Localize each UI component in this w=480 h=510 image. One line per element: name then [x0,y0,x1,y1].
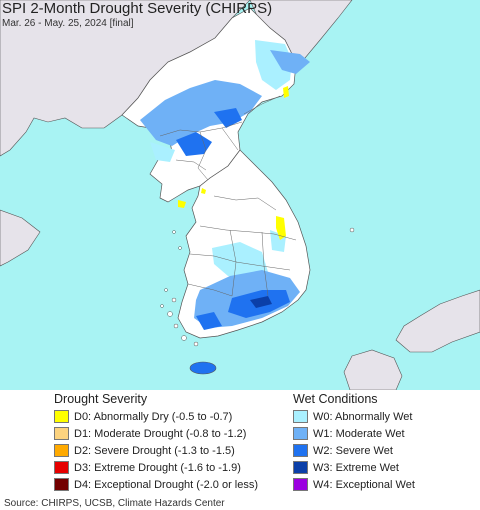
legend-label-d0: D0: Abnormally Dry (-0.5 to -0.7) [74,410,233,423]
dry-areas [178,86,289,240]
legend-label-w4: W4: Exceptional Wet [313,478,415,491]
ulleungdo-island [349,227,355,233]
map-subtitle: Mar. 26 - May. 25, 2024 [final] [2,18,134,29]
title-block: SPI 2-Month Drought Severity (CHIRPS) Ma… [2,0,272,30]
legend-label-w0: W0: Abnormally Wet [313,410,413,423]
swatch-w3 [293,461,308,474]
legend-item-w3: W3: Extreme Wet [293,459,415,476]
swatch-w0 [293,410,308,423]
wet-legend: Wet Conditions W0: Abnormally Wet W1: Mo… [293,390,415,493]
wet-areas-north [140,40,310,162]
swatch-d2 [54,444,69,457]
drought-map [0,0,480,390]
swatch-d0 [54,410,69,423]
drought-legend: Drought Severity D0: Abnormally Dry (-0.… [54,390,258,493]
legend-item-w4: W4: Exceptional Wet [293,476,415,493]
legend-item-d2: D2: Severe Drought (-1.3 to -1.5) [54,442,258,459]
legend-item-d0: D0: Abnormally Dry (-0.5 to -0.7) [54,408,258,425]
legend-area: Drought Severity D0: Abnormally Dry (-0.… [0,390,480,493]
wet-legend-title: Wet Conditions [293,392,378,406]
province-boundaries [159,95,297,297]
swatch-w4 [293,478,308,491]
legend-item-w1: W1: Moderate Wet [293,425,415,442]
legend-item-d1: D1: Moderate Drought (-0.8 to -1.2) [54,425,258,442]
swatch-d1 [54,427,69,440]
legend-label-d2: D2: Severe Drought (-1.3 to -1.5) [74,444,235,457]
japan-kyushu [343,349,403,390]
wet-areas-south [194,230,300,330]
legend-label-w1: W1: Moderate Wet [313,427,405,440]
swatch-d3 [54,461,69,474]
legend-label-d3: D3: Extreme Drought (-1.6 to -1.9) [74,461,241,474]
legend-label-w3: W3: Extreme Wet [313,461,399,474]
china-west-coast [0,209,41,267]
legend-label-w2: W2: Severe Wet [313,444,393,457]
legend-label-d4: D4: Exceptional Drought (-2.0 or less) [74,478,259,491]
swatch-d4 [54,478,69,491]
legend-item-w0: W0: Abnormally Wet [293,408,415,425]
map-title: SPI 2-Month Drought Severity (CHIRPS) [2,0,273,17]
swatch-w1 [293,427,308,440]
swatch-w2 [293,444,308,457]
drought-legend-title: Drought Severity [54,392,148,406]
source-credit: Source: CHIRPS, UCSB, Climate Hazards Ce… [4,498,225,509]
southwest-islands [160,230,199,347]
legend-label-d1: D1: Moderate Drought (-0.8 to -1.2) [74,427,247,440]
japan-landmass [395,289,480,353]
legend-item-d3: D3: Extreme Drought (-1.6 to -1.9) [54,459,258,476]
legend-item-d4: D4: Exceptional Drought (-2.0 or less) [54,476,258,493]
legend-item-w2: W2: Severe Wet [293,442,415,459]
jeju-island [189,361,217,375]
